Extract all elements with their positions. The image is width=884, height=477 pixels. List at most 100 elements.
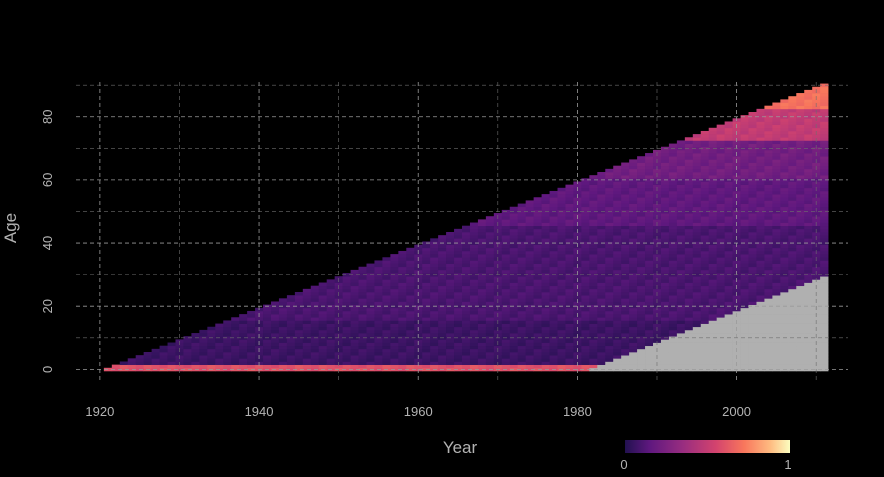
heatmap-cell bbox=[668, 279, 678, 283]
heatmap-cell bbox=[668, 159, 678, 163]
heatmap-cell bbox=[533, 333, 542, 337]
heatmap-cell bbox=[294, 310, 304, 315]
heatmap-cell bbox=[183, 367, 192, 372]
heatmap-cell bbox=[804, 269, 813, 274]
heatmap-cell bbox=[756, 298, 765, 302]
heatmap-cell bbox=[692, 336, 702, 340]
heatmap-cell bbox=[796, 206, 805, 211]
heatmap-cell bbox=[668, 184, 678, 189]
heatmap-cell bbox=[438, 292, 447, 296]
heatmap-cell bbox=[660, 292, 670, 296]
heatmap-cell bbox=[660, 317, 670, 321]
heatmap-cell bbox=[820, 339, 829, 343]
heatmap-cell bbox=[358, 298, 367, 302]
heatmap-cell bbox=[350, 276, 359, 280]
heatmap-cell bbox=[597, 194, 606, 198]
heatmap-cell bbox=[660, 187, 670, 192]
heatmap-cell bbox=[621, 244, 630, 249]
heatmap-cell bbox=[438, 244, 447, 249]
y-tick-label: 60 bbox=[40, 173, 55, 187]
heatmap-cell bbox=[462, 241, 471, 245]
heatmap-cell bbox=[676, 310, 686, 315]
heatmap-cell bbox=[438, 320, 447, 324]
heatmap-cell bbox=[565, 276, 574, 280]
heatmap-cell bbox=[549, 320, 558, 324]
heatmap-cell bbox=[804, 292, 813, 296]
heatmap-cell bbox=[613, 310, 622, 315]
heatmap-cell bbox=[263, 358, 272, 362]
heatmap-cell bbox=[756, 285, 765, 290]
heatmap-cell bbox=[820, 304, 829, 309]
heatmap-cell bbox=[820, 323, 829, 328]
heatmap-cell bbox=[629, 232, 638, 236]
heatmap-cell bbox=[549, 348, 558, 353]
heatmap-cell bbox=[597, 329, 606, 334]
heatmap-cell bbox=[557, 292, 566, 296]
heatmap-cell bbox=[804, 301, 813, 305]
heatmap-cell bbox=[700, 263, 710, 268]
heatmap-cell bbox=[732, 266, 741, 271]
heatmap-cell bbox=[772, 124, 781, 129]
heatmap-cell bbox=[621, 298, 630, 302]
heatmap-cell bbox=[358, 314, 367, 318]
heatmap-cell bbox=[621, 190, 630, 195]
heatmap-cell bbox=[748, 134, 757, 138]
heatmap-cell bbox=[469, 310, 479, 315]
heatmap-cell bbox=[525, 200, 534, 204]
heatmap-cell bbox=[278, 361, 288, 365]
heatmap-cell bbox=[509, 266, 519, 271]
heatmap-cell bbox=[780, 137, 789, 141]
heatmap-cell bbox=[676, 301, 686, 305]
heatmap-cell bbox=[708, 175, 718, 179]
heatmap-cell bbox=[764, 159, 773, 163]
heatmap-cell bbox=[263, 348, 272, 353]
heatmap-cell bbox=[294, 329, 304, 334]
heatmap-cell bbox=[708, 288, 718, 293]
heatmap-cell bbox=[796, 228, 805, 233]
heatmap-cell bbox=[557, 285, 566, 290]
heatmap-cell bbox=[501, 364, 511, 369]
heatmap-cell bbox=[406, 276, 415, 280]
heatmap-cell bbox=[660, 339, 670, 343]
heatmap-cell bbox=[700, 153, 710, 157]
heatmap-cell bbox=[525, 235, 534, 239]
heatmap-cell bbox=[406, 250, 415, 255]
heatmap-cell bbox=[676, 326, 686, 331]
heatmap-cell bbox=[724, 263, 733, 268]
heatmap-cell bbox=[605, 225, 614, 230]
heatmap-cell bbox=[509, 345, 519, 350]
heatmap-cell bbox=[804, 134, 813, 138]
heatmap-cell bbox=[454, 232, 463, 236]
heatmap-cell bbox=[645, 216, 654, 220]
heatmap-cell bbox=[653, 247, 662, 252]
heatmap-cell bbox=[708, 216, 718, 220]
heatmap-cell bbox=[796, 288, 805, 293]
heatmap-cell bbox=[740, 137, 749, 141]
heatmap-cell bbox=[621, 222, 630, 227]
heatmap-cell bbox=[557, 288, 566, 293]
heatmap-cell bbox=[764, 247, 773, 252]
heatmap-cell bbox=[756, 219, 765, 223]
heatmap-cell bbox=[438, 323, 447, 328]
heatmap-cell bbox=[326, 314, 336, 318]
heatmap-cell bbox=[820, 336, 829, 340]
heatmap-cell bbox=[477, 314, 487, 318]
heatmap-cell bbox=[310, 323, 320, 328]
heatmap-cell bbox=[477, 352, 487, 356]
heatmap-cell bbox=[740, 140, 749, 144]
heatmap-cell bbox=[772, 121, 781, 125]
heatmap-cell bbox=[239, 317, 248, 321]
heatmap-cell bbox=[382, 333, 391, 337]
heatmap-cell bbox=[438, 298, 447, 302]
heatmap-cell bbox=[740, 197, 749, 201]
heatmap-cell bbox=[278, 298, 288, 302]
heatmap-cell bbox=[700, 172, 710, 176]
heatmap-cell bbox=[732, 282, 741, 287]
heatmap-cell bbox=[469, 273, 479, 277]
heatmap-cell bbox=[605, 181, 614, 185]
heatmap-cell bbox=[485, 301, 495, 305]
heatmap-cell bbox=[366, 342, 375, 347]
heatmap-cell bbox=[660, 228, 670, 233]
heatmap-cell bbox=[159, 358, 168, 362]
heatmap-cell bbox=[422, 244, 431, 249]
